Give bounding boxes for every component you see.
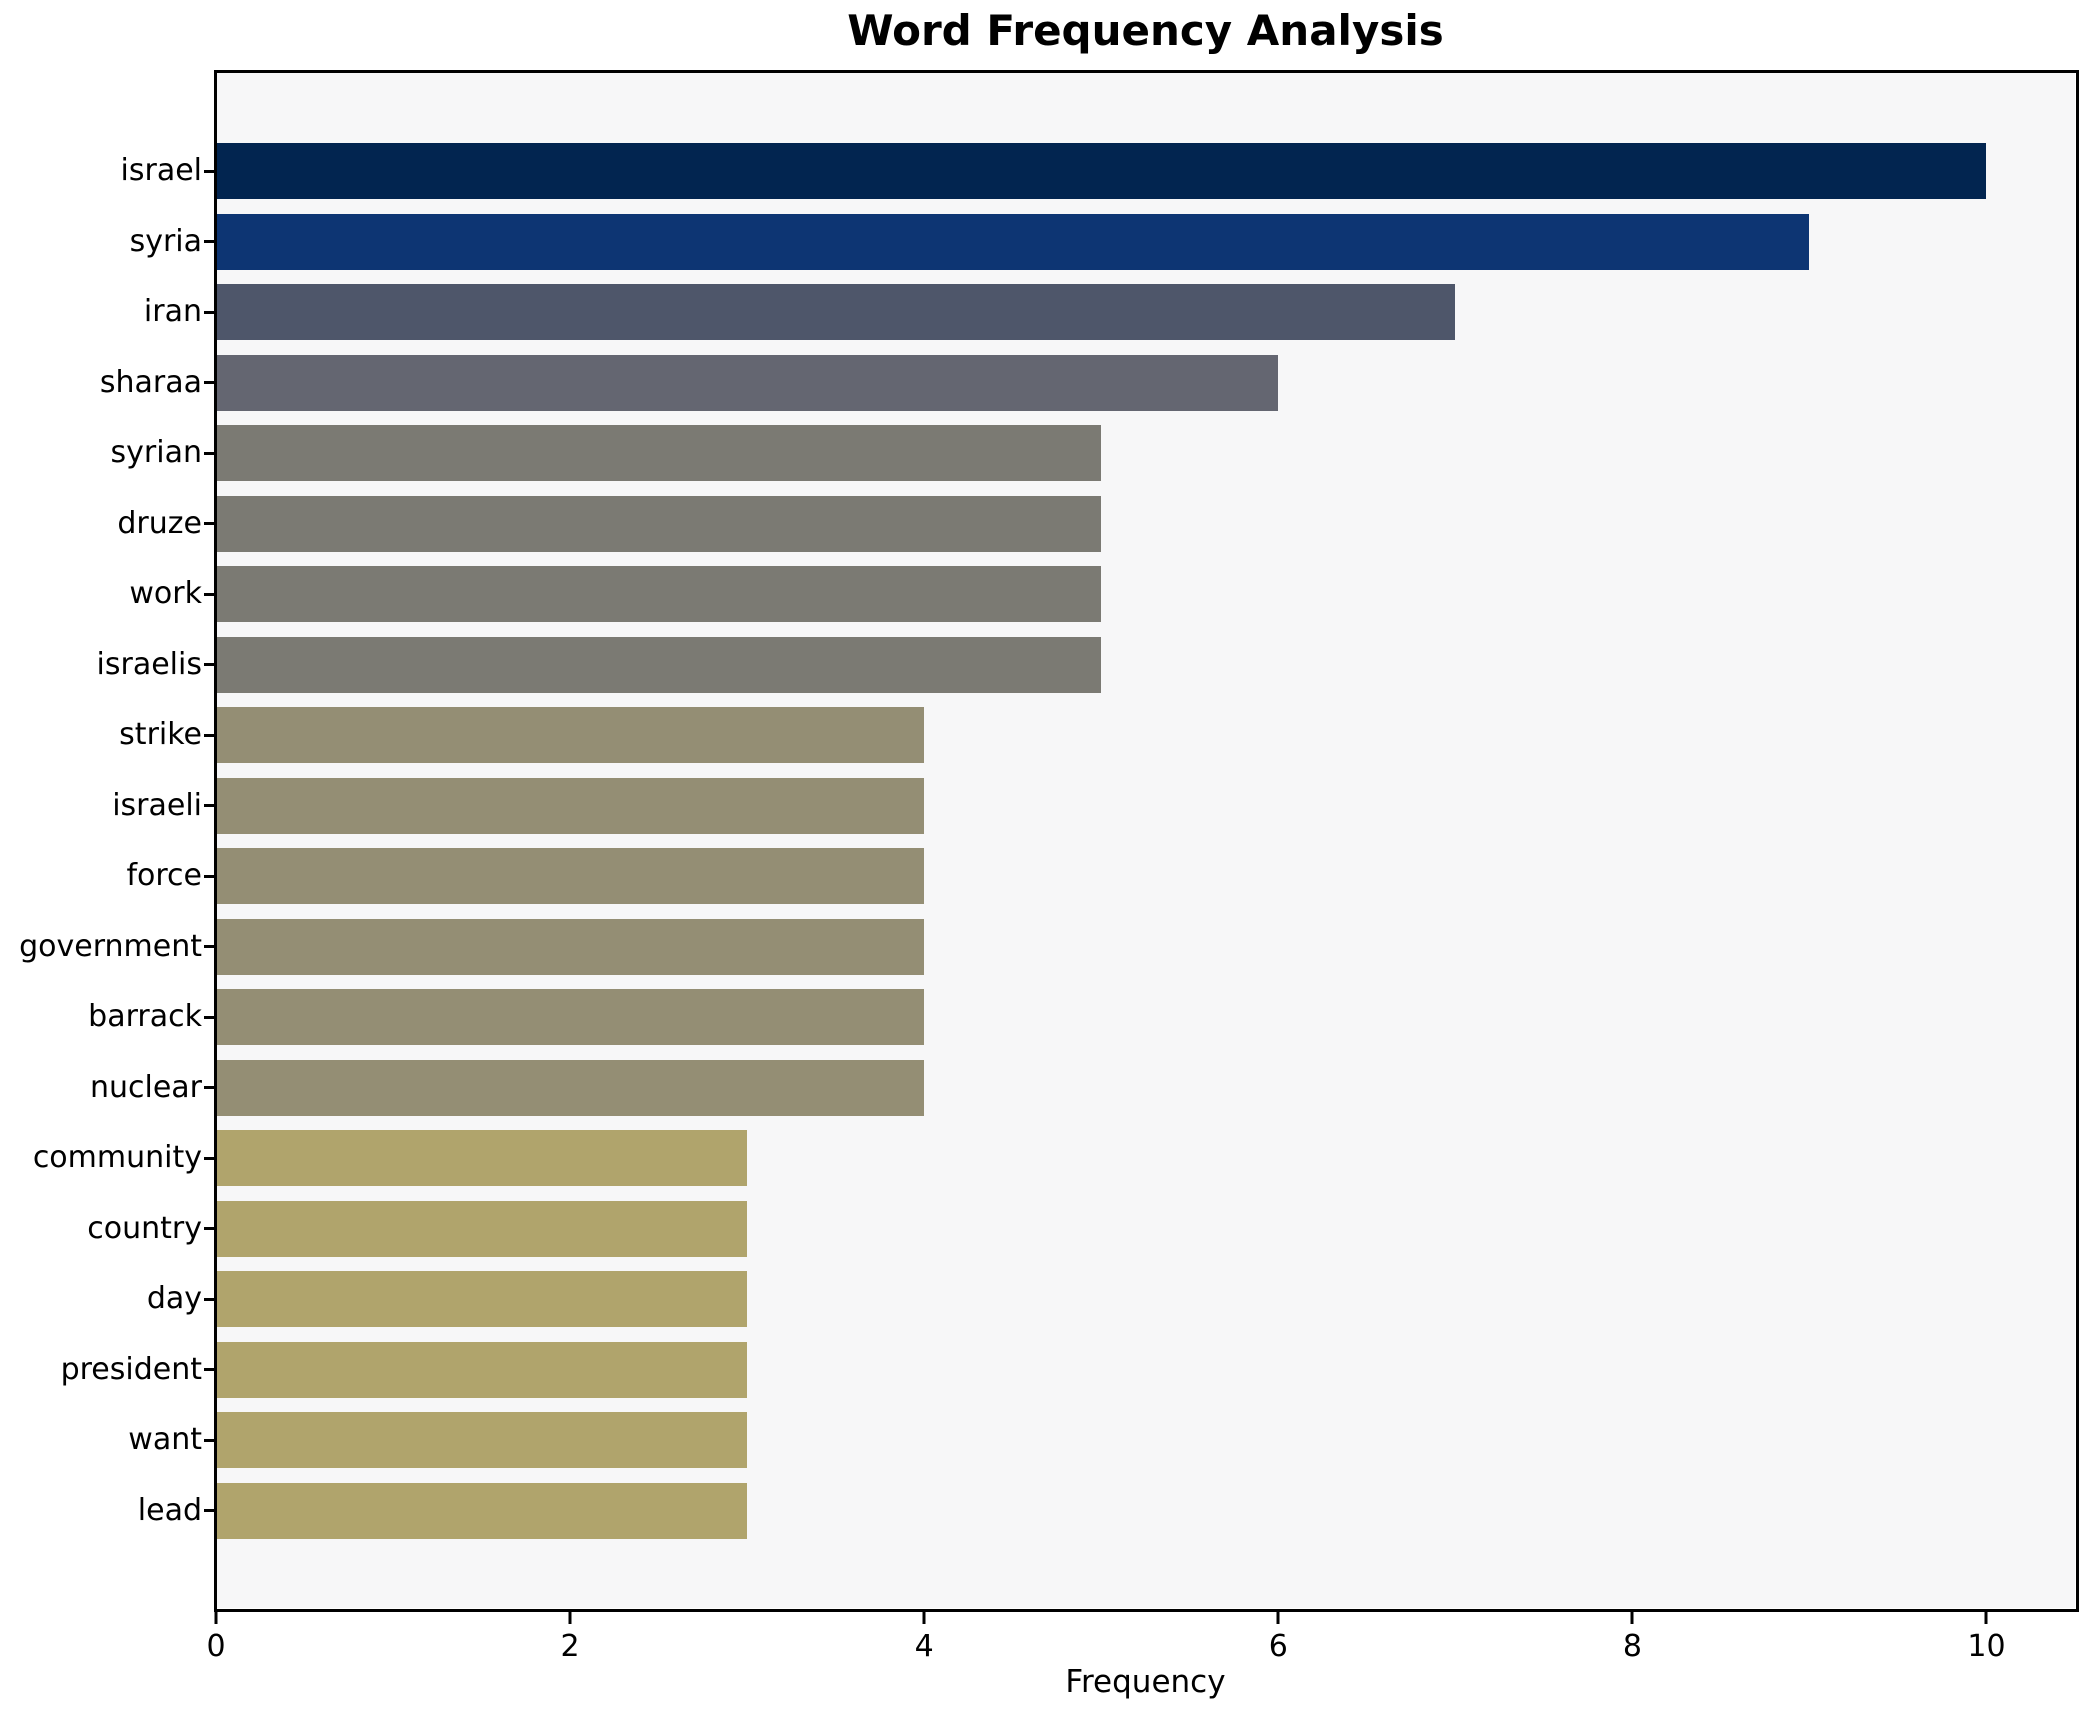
y-tick-mark (204, 522, 216, 525)
y-axis-label: government (19, 928, 202, 964)
y-axis-label: sharaa (99, 364, 202, 400)
y-tick-mark (204, 592, 216, 596)
y-tick-mark (204, 169, 216, 173)
bar-iran (216, 284, 1456, 340)
y-tick-mark (204, 1438, 216, 1442)
x-tick-mark (922, 1611, 926, 1624)
x-tick-mark (1630, 1611, 1634, 1624)
x-tick-label: 4 (914, 1629, 934, 1664)
y-axis-label: strike (119, 717, 202, 752)
bar-work (216, 566, 1102, 622)
y-tick-mark (204, 733, 216, 737)
y-tick-mark (204, 1086, 216, 1089)
bar-syria (216, 213, 1810, 270)
y-axis-label: druze (117, 505, 202, 541)
y-tick-mark (204, 945, 216, 948)
y-axis-label: israel (120, 153, 202, 188)
y-axis-label: lead (137, 1492, 202, 1528)
x-tick-label: 8 (1622, 1629, 1642, 1664)
bar-want (216, 1412, 748, 1468)
x-tick-mark (214, 1611, 218, 1624)
x-tick-mark (568, 1611, 572, 1624)
y-axis-label: president (60, 1351, 202, 1387)
x-tick-mark (1276, 1611, 1280, 1624)
y-axis-ticks (204, 72, 216, 1608)
y-axis-label: israelis (96, 646, 202, 682)
y-axis-label: force (126, 858, 202, 893)
y-tick-mark (204, 1227, 216, 1230)
y-tick-mark (204, 381, 216, 384)
bar-strike (216, 707, 925, 763)
y-tick-mark (204, 804, 216, 807)
y-tick-mark (204, 663, 216, 666)
y-axis-label: nuclear (89, 1069, 202, 1105)
y-tick-mark (204, 1509, 216, 1512)
bar-force (216, 848, 925, 904)
bar-day (216, 1271, 748, 1327)
y-tick-mark (204, 240, 216, 243)
y-tick-mark (204, 1297, 216, 1301)
bar-syrian (216, 425, 1102, 481)
bar-israel (216, 143, 1987, 199)
y-axis-label: barrack (88, 999, 202, 1034)
plot-area (216, 72, 2075, 1608)
x-tick-label: 6 (1268, 1629, 1288, 1664)
y-tick-mark (204, 1156, 216, 1160)
x-tick-label: 2 (560, 1629, 580, 1664)
y-axis-label: want (128, 1422, 202, 1457)
bar-israelis (216, 636, 1102, 693)
y-tick-mark (204, 1368, 216, 1371)
chart-title: Word Frequency Analysis (847, 6, 1444, 55)
bar-israeli (216, 777, 925, 834)
y-axis-label: israeli (112, 787, 202, 823)
bar-barrack (216, 989, 925, 1045)
x-tick-mark (1984, 1611, 1988, 1624)
y-axis-label: country (87, 1210, 202, 1246)
y-axis-label: day (146, 1281, 202, 1316)
y-axis-label: iran (143, 294, 202, 329)
x-axis-title: Frequency (1065, 1664, 1226, 1700)
bar-president (216, 1341, 748, 1398)
bar-community (216, 1130, 748, 1186)
bar-country (216, 1200, 748, 1257)
bar-nuclear (216, 1059, 925, 1116)
y-tick-mark (204, 1015, 216, 1019)
y-axis-label: syria (129, 223, 202, 259)
x-axis: 0 2 4 6 8 10 (206, 1611, 2075, 1681)
bar-druze (216, 495, 1102, 552)
bar-sharaa (216, 354, 1279, 411)
x-tick-label: 0 (206, 1629, 226, 1664)
y-tick-mark (204, 451, 216, 455)
bar-government (216, 918, 925, 975)
y-axis-label: community (32, 1140, 202, 1175)
y-axis-label: syrian (110, 435, 202, 470)
x-tick-label: 10 (1967, 1629, 2006, 1664)
y-axis-label: work (129, 576, 202, 611)
y-tick-mark (204, 310, 216, 314)
y-axis-labels: israel syria iran sharaa syrian druze work isra… (0, 72, 202, 1608)
bar-lead (216, 1482, 748, 1539)
y-tick-mark (204, 874, 216, 878)
